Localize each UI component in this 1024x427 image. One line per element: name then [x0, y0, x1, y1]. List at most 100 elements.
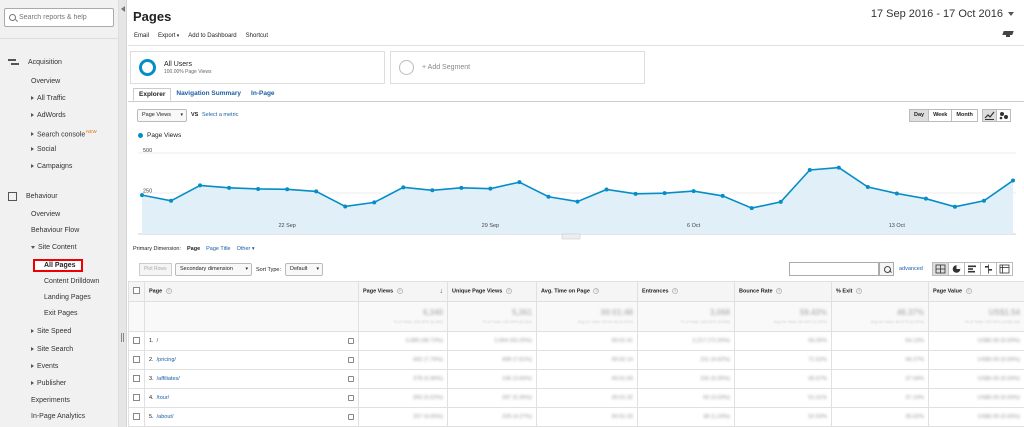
data-point[interactable] [546, 194, 551, 199]
data-point[interactable] [575, 199, 580, 204]
open-page-icon[interactable] [348, 395, 354, 401]
sort-type-dropdown[interactable]: Default [285, 263, 323, 276]
sidebar-item-all-traffic[interactable]: All Traffic [31, 95, 66, 102]
column-header-page[interactable]: Page ? [144, 281, 359, 302]
date-range-picker[interactable]: 17 Sep 2016 - 17 Oct 2016 [871, 8, 1014, 20]
open-page-icon[interactable] [348, 357, 354, 363]
row-checkbox[interactable] [133, 374, 140, 382]
metric-dropdown[interactable]: Page Views [137, 109, 187, 122]
motion-chart-icon[interactable] [996, 109, 1011, 122]
sidebar-item-search-console[interactable]: Search consoleNEW [31, 129, 97, 138]
page-link[interactable]: /pricing/ [156, 357, 176, 363]
column-header-exit[interactable]: % Exit ? [831, 281, 929, 302]
data-point[interactable] [459, 185, 464, 190]
tab-explorer[interactable]: Explorer [133, 88, 172, 101]
sidebar-item-site-search[interactable]: Site Search [31, 346, 73, 353]
week-button[interactable]: Week [928, 109, 953, 122]
dimension-page-title[interactable]: Page Title [206, 246, 231, 252]
nav-section-acquisition[interactable]: Acquisition [8, 58, 62, 67]
table-row[interactable]: 5. /about/257 (4.05%) 229 (4.27%) 00:01:33… [128, 407, 1024, 427]
sidebar-item-behaviour-flow[interactable]: Behaviour Flow [31, 227, 80, 234]
month-button[interactable]: Month [951, 109, 978, 122]
table-view-grid-icon[interactable] [932, 262, 949, 276]
data-point[interactable] [662, 191, 667, 196]
sidebar-item-exit-pages[interactable]: Exit Pages [44, 310, 78, 317]
help-icon[interactable]: ? [593, 288, 600, 295]
sort-down-icon[interactable]: ↓ [439, 288, 444, 295]
data-point[interactable] [1011, 178, 1015, 183]
data-point[interactable] [749, 206, 754, 211]
column-header-page-views[interactable]: Page Views ? ↓ [358, 281, 448, 302]
graduation-cap-icon[interactable] [1003, 31, 1013, 38]
grip-handle-icon[interactable] [121, 333, 124, 342]
sidebar-item-content-drilldown[interactable]: Content Drilldown [44, 278, 100, 285]
column-header-avg-time-on-page[interactable]: Avg. Time on Page ? [536, 281, 638, 302]
help-icon[interactable]: ? [776, 288, 783, 295]
data-point[interactable] [372, 200, 377, 205]
row-checkbox[interactable] [133, 393, 140, 401]
data-point[interactable] [836, 165, 841, 170]
data-point[interactable] [778, 199, 783, 204]
help-icon[interactable]: ? [165, 288, 172, 295]
table-search-input[interactable] [789, 262, 879, 276]
shortcut-button[interactable]: Shortcut [245, 33, 268, 39]
sidebar-item-all-pages[interactable]: All Pages [33, 259, 83, 272]
help-icon[interactable]: ? [505, 288, 512, 295]
sidebar-item-site-content[interactable]: Site Content [31, 244, 77, 251]
secondary-dimension-dropdown[interactable]: Secondary dimension [175, 263, 252, 276]
search-reports-box[interactable] [4, 8, 114, 27]
data-point[interactable] [981, 198, 986, 203]
table-row[interactable]: 3. /affiliates/378 (5.96%) 196 (3.66%) 00:… [128, 369, 1024, 389]
table-search-icon[interactable] [879, 262, 894, 276]
add-segment-button[interactable]: + Add Segment [390, 51, 645, 84]
add-to-dashboard-button[interactable]: Add to Dashboard [188, 33, 237, 39]
row-checkbox[interactable] [133, 355, 140, 363]
nav-section-behaviour[interactable]: Behaviour [8, 192, 58, 201]
data-point[interactable] [604, 187, 609, 192]
data-point[interactable] [430, 188, 435, 193]
data-point[interactable] [952, 204, 957, 209]
line-chart-icon[interactable] [982, 109, 997, 122]
sidebar-item-campaigns[interactable]: Campaigns [31, 163, 72, 170]
dimension-other[interactable]: Other ▾ [236, 246, 255, 252]
data-point[interactable] [140, 193, 144, 198]
data-point[interactable] [285, 187, 290, 192]
column-header-entrances[interactable]: Entrances ? [637, 281, 735, 302]
sidebar-item-in-page-analytics[interactable]: In-Page Analytics [31, 413, 86, 420]
tab-in-page[interactable]: In-Page [251, 90, 275, 97]
sidebar-item-landing-pages[interactable]: Landing Pages [44, 294, 91, 301]
segment-all-users[interactable]: All Users 100.00% Page Views [130, 51, 385, 84]
page-link[interactable]: /tour/ [156, 395, 170, 401]
search-reports-input[interactable] [19, 14, 113, 21]
export-button[interactable]: Export [158, 33, 179, 39]
table-row[interactable]: 2. /pricing/492 (7.76%) 408 (7.61%) 00:02:… [128, 350, 1024, 370]
data-point[interactable] [633, 191, 638, 196]
sidebar-item-acquisition-overview[interactable]: Overview [31, 78, 61, 85]
sidebar-item-behaviour-overview[interactable]: Overview [31, 211, 61, 218]
data-point[interactable] [517, 180, 522, 185]
page-link[interactable]: /about/ [156, 414, 174, 420]
sidebar-item-site-speed[interactable]: Site Speed [31, 328, 71, 335]
page-link[interactable]: /affiliates/ [156, 376, 180, 382]
select-all-checkbox[interactable] [133, 287, 140, 294]
data-point[interactable] [488, 186, 493, 191]
tab-navigation-summary[interactable]: Navigation Summary [176, 90, 242, 97]
column-header-unique-page-views[interactable]: Unique Page Views ? [447, 281, 537, 302]
data-point[interactable] [198, 183, 203, 188]
sidebar-item-events[interactable]: Events [31, 363, 58, 370]
row-checkbox[interactable] [133, 336, 140, 344]
open-page-icon[interactable] [348, 376, 354, 382]
data-point[interactable] [343, 204, 348, 209]
table-row[interactable]: 4. /tour/350 (5.52%) 287 (5.35%) 00:01:32 9… [128, 388, 1024, 408]
data-point[interactable] [227, 185, 232, 190]
sidebar-item-adwords[interactable]: AdWords [31, 112, 66, 119]
dimension-page[interactable]: Page [186, 246, 201, 252]
page-link[interactable]: / [156, 338, 159, 344]
email-button[interactable]: Email [134, 33, 150, 39]
chart-resize-handle[interactable] [561, 233, 581, 240]
data-point[interactable] [865, 185, 870, 190]
sidebar-item-experiments[interactable]: Experiments [31, 397, 70, 404]
data-point[interactable] [720, 193, 725, 198]
help-icon[interactable]: ? [672, 288, 679, 295]
pivot-view-icon[interactable] [996, 262, 1013, 276]
